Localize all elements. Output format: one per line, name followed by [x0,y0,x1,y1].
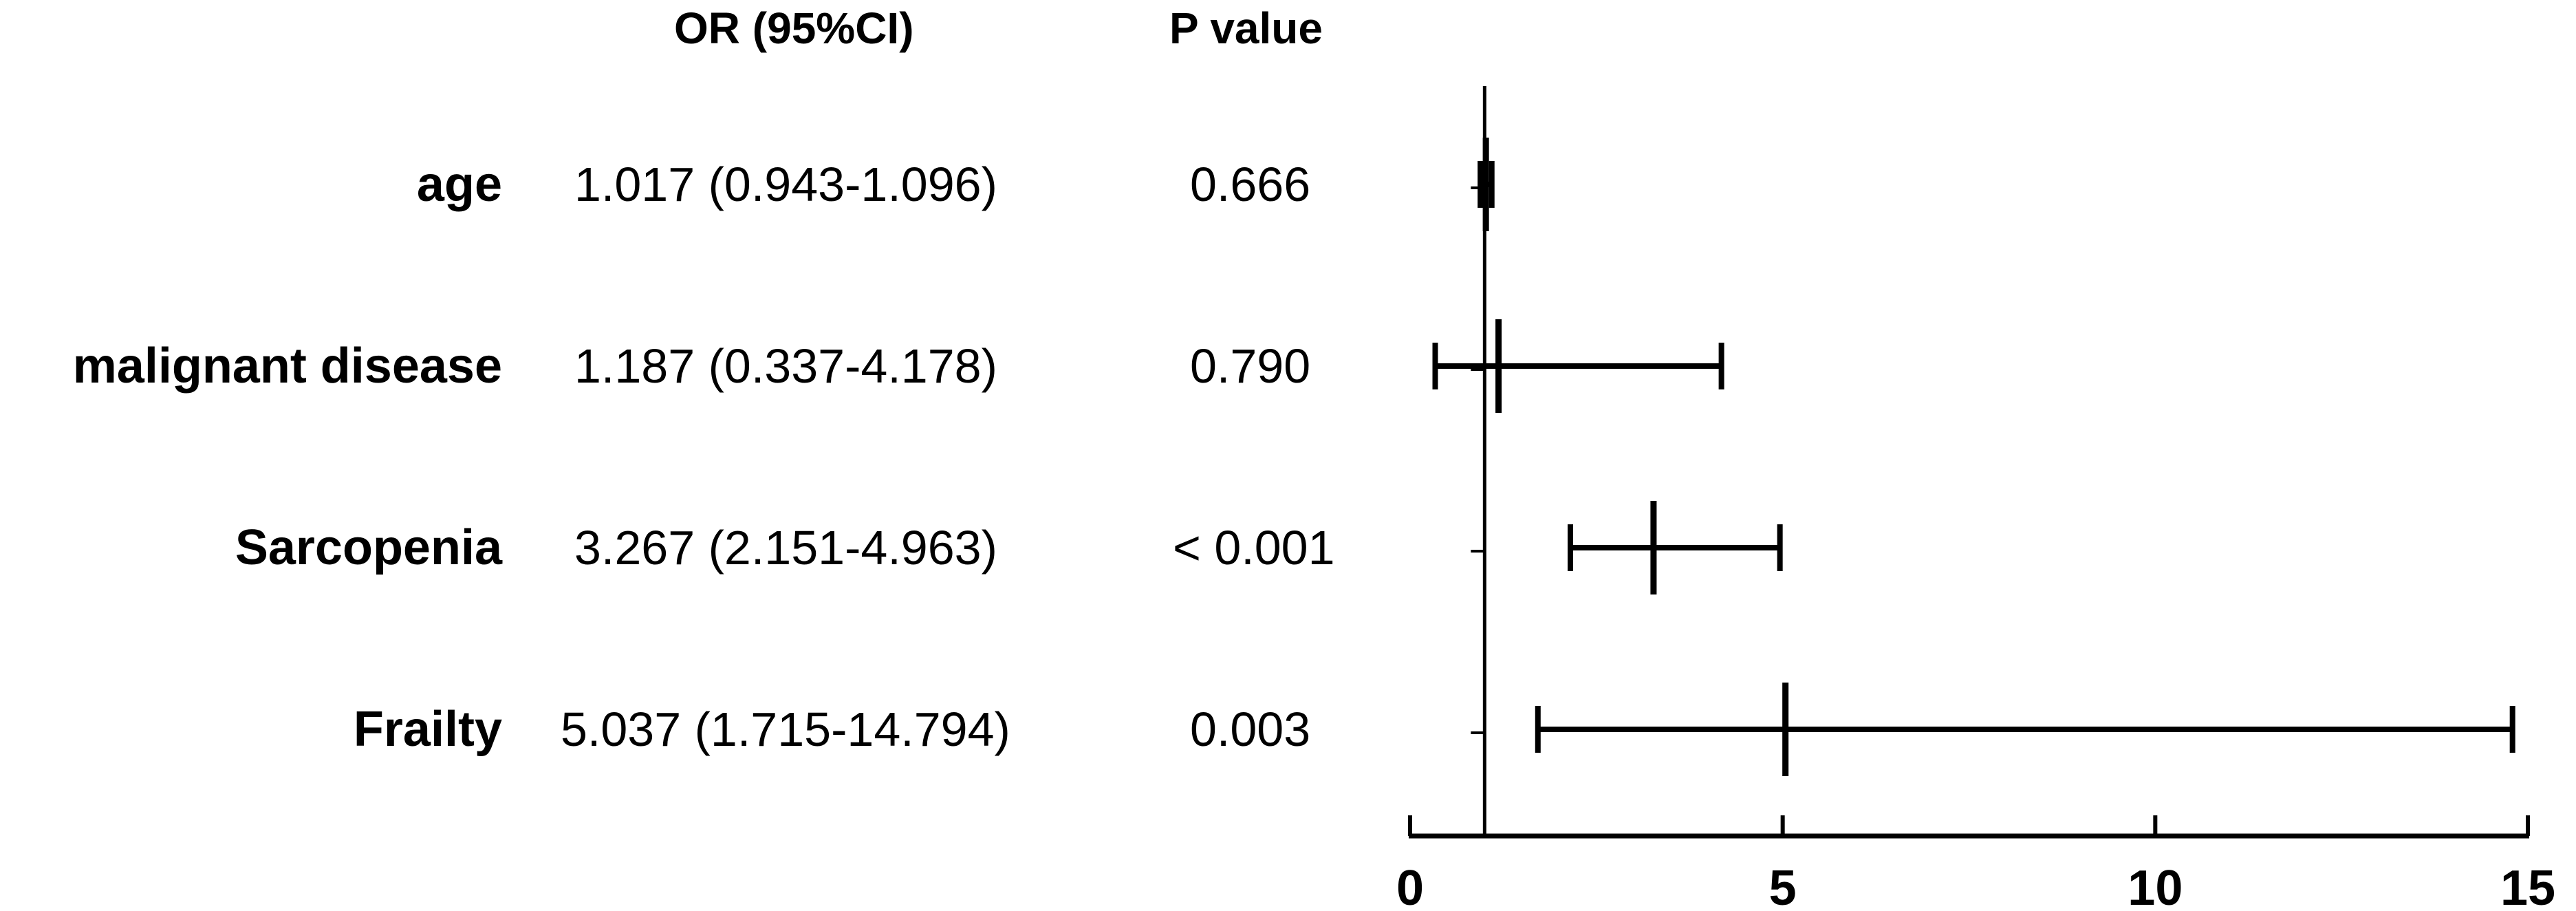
or-ci-malignant-disease: 1.187 (0.337-4.178) [574,339,997,393]
p-value-sarcopenia: < 0.001 [1173,521,1335,575]
p-value-malignant-disease: 0.790 [1190,339,1311,393]
or-column-header: OR (95%CI) [674,3,914,53]
row-label-malignant-disease: malignant disease [72,339,502,394]
x-tick-label: 15 [2500,861,2555,911]
p-value-age: 0.666 [1190,158,1311,211]
row-label-age: age [416,157,502,212]
or-ci-age: 1.017 (0.943-1.096) [574,158,997,211]
p-value-column-header: P value [1169,3,1323,53]
x-tick-label: 0 [1396,861,1424,911]
p-value-frailty: 0.003 [1190,703,1311,756]
row-label-sarcopenia: Sarcopenia [235,520,502,575]
row-label-frailty: Frailty [353,702,502,757]
x-tick-label: 10 [2128,861,2183,911]
or-ci-sarcopenia: 3.267 (2.151-4.963) [574,521,997,575]
x-tick-label: 5 [1769,861,1797,911]
or-ci-frailty: 5.037 (1.715-14.794) [561,703,1010,756]
